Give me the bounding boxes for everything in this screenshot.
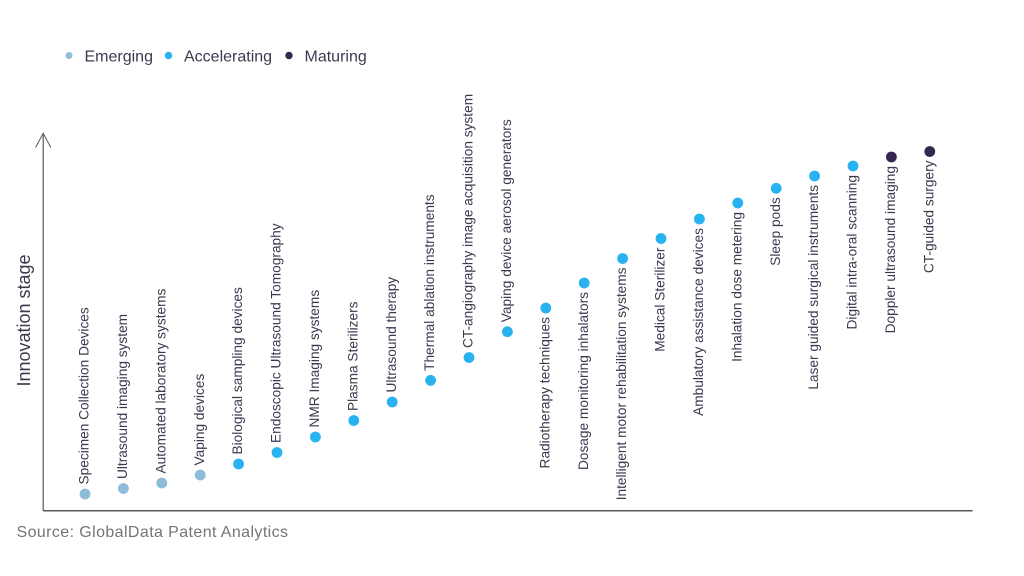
svg-text:NMR Imaging systems: NMR Imaging systems <box>307 290 322 428</box>
svg-text:Thermal ablation instruments: Thermal ablation instruments <box>422 194 437 371</box>
svg-text:Doppler ultrasound imaging: Doppler ultrasound imaging <box>883 166 898 333</box>
svg-text:Medical Sterilizer: Medical Sterilizer <box>653 247 668 352</box>
svg-text:Inhalation dose metering: Inhalation dose metering <box>729 212 744 362</box>
svg-text:Laser guided surgical instrume: Laser guided surgical instruments <box>806 185 821 390</box>
svg-text:Dosage monitoring inhalators: Dosage monitoring inhalators <box>576 292 591 470</box>
svg-text:Automated laboratory systems: Automated laboratory systems <box>153 288 168 473</box>
svg-text:Vaping device aerosol generato: Vaping device aerosol generators <box>499 119 514 322</box>
svg-text:Ultrasound therapy: Ultrasound therapy <box>384 277 399 393</box>
svg-text:CT-angiography image acquisiti: CT-angiography image acquisition system <box>461 94 476 348</box>
svg-text:Vaping devices: Vaping devices <box>192 374 207 466</box>
svg-text:CT-guided surgery: CT-guided surgery <box>921 160 936 273</box>
svg-text:Accelerating: Accelerating <box>184 49 272 66</box>
svg-text:Digital intra-oral scanning: Digital intra-oral scanning <box>845 175 860 329</box>
svg-text:Emerging: Emerging <box>85 49 153 66</box>
svg-text:Maturing: Maturing <box>305 49 367 66</box>
svg-text:Radiotherapy techniques: Radiotherapy techniques <box>537 317 552 469</box>
svg-text:Innovation stage: Innovation stage <box>14 254 34 386</box>
svg-text:Intelligent motor rehabilitati: Intelligent motor rehabilitation systems <box>614 267 629 500</box>
svg-text:Plasma Sterilizers: Plasma Sterilizers <box>345 301 360 411</box>
svg-text:Sleep pods: Sleep pods <box>768 197 783 266</box>
svg-text:Endoscopic Ultrasound Tomograp: Endoscopic Ultrasound Tomography <box>269 223 284 443</box>
svg-text:Specimen Collection Devices: Specimen Collection Devices <box>77 307 92 484</box>
svg-text:Source: GlobalData Patent Anal: Source: GlobalData Patent Analytics <box>17 524 289 541</box>
svg-text:Ambulatory assistance devices: Ambulatory assistance devices <box>691 228 706 416</box>
svg-text:Biological sampling devices: Biological sampling devices <box>230 287 245 455</box>
svg-text:Ultrasound imaging system: Ultrasound imaging system <box>115 314 130 479</box>
